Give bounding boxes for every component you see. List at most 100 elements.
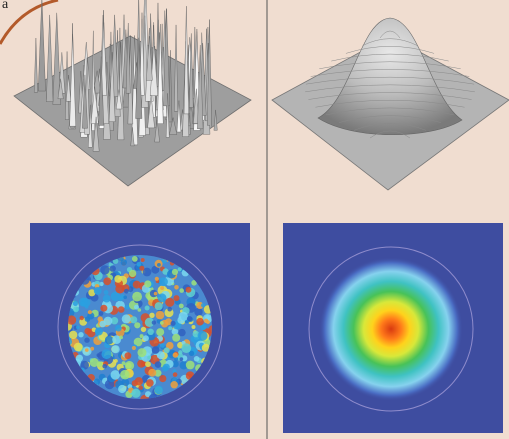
speckle-blob — [111, 345, 120, 354]
speckle-spike — [146, 36, 153, 81]
speckle-blob — [144, 305, 150, 311]
speckle-blob — [84, 304, 89, 309]
speckle-blob — [147, 355, 152, 360]
speckle-blob — [139, 334, 144, 339]
speckle-spike — [92, 116, 100, 152]
speckle-blob — [158, 277, 168, 287]
mesh-line — [308, 92, 472, 100]
speckle-blob — [179, 357, 184, 361]
speckle-blob — [177, 267, 182, 272]
speckle-spike — [125, 23, 131, 94]
speckle-spike — [183, 6, 189, 115]
speckle-blob — [179, 288, 184, 293]
speckle-blob — [156, 328, 165, 337]
speckle-blob — [123, 295, 127, 300]
speckle-blob — [136, 262, 142, 267]
speckle-blob — [100, 265, 110, 275]
speckle-blob — [110, 291, 121, 302]
speckle-blob — [110, 317, 119, 325]
speckle-blob — [201, 343, 210, 352]
speckle-blob — [89, 358, 99, 367]
speckle-blob — [121, 314, 131, 324]
speckle-blob — [178, 303, 184, 309]
gaussian-beam-surface-plot — [271, 17, 509, 191]
speckle-blob — [172, 369, 177, 374]
speckle-spike — [149, 42, 158, 96]
speckle-blob — [157, 293, 167, 303]
speckle-spike — [165, 93, 170, 138]
speckle-blob — [112, 335, 121, 344]
speckle-spike — [213, 109, 218, 131]
mesh-line — [369, 130, 411, 139]
speckle-blob — [144, 317, 155, 327]
gaussian-spot — [319, 257, 463, 401]
aperture-ring — [57, 244, 223, 410]
speckle-blob — [174, 285, 179, 290]
speckle-spike — [163, 8, 170, 107]
speckle-spike — [52, 12, 61, 105]
speckle-spike — [69, 34, 76, 127]
speckle-blob — [79, 315, 84, 321]
mesh-line — [310, 69, 470, 77]
mesh-line — [362, 38, 418, 46]
speckle-blob — [149, 289, 158, 298]
speckle-spike — [90, 86, 99, 124]
speckle-blob — [84, 316, 91, 322]
speckle-blob — [193, 356, 200, 362]
speckle-blob — [166, 341, 174, 350]
speckle-spike — [139, 12, 145, 96]
speckle-spike — [176, 100, 182, 133]
speckle-spike — [92, 70, 102, 94]
speckle-blob — [200, 324, 207, 331]
gaussian-hill-mesh — [305, 30, 475, 139]
speckle-blob — [84, 327, 91, 335]
speckle-blob — [93, 378, 101, 385]
speckle-blob — [118, 384, 127, 394]
speckle-blob — [93, 287, 102, 295]
speckle-blob — [154, 302, 163, 311]
speckle-blob — [118, 296, 123, 302]
speckle-blob — [133, 337, 143, 347]
speckle-blob — [90, 346, 95, 351]
speckle-blob — [134, 377, 143, 386]
speckle-blob — [165, 297, 175, 307]
speckle-blob — [97, 316, 103, 322]
speckle-spike — [130, 127, 135, 147]
speckle-blob — [151, 346, 160, 354]
speckle-spike — [154, 119, 160, 143]
speckle-blob — [173, 295, 180, 302]
speckle-spike — [65, 75, 72, 102]
speckle-blob — [170, 320, 176, 326]
speckle-blob — [155, 310, 165, 320]
speckle-spike — [46, 14, 54, 102]
speckle-blob — [188, 350, 195, 356]
mesh-line — [353, 123, 427, 131]
mesh-line — [338, 115, 442, 123]
speckle-blob — [160, 286, 165, 290]
speckle-blob — [103, 290, 109, 295]
panel-letter-label: a — [2, 0, 9, 12]
speckle-spike — [98, 56, 104, 126]
speckle-blob — [94, 327, 103, 336]
speckle-blob — [194, 307, 203, 317]
speckle-spike — [115, 89, 123, 110]
speckle-blob — [186, 316, 193, 322]
speckle-blob — [130, 316, 138, 324]
speckle-spike — [57, 78, 64, 99]
speckle-blob — [131, 256, 138, 262]
speckle-spike — [157, 24, 164, 124]
mesh-line — [315, 100, 465, 108]
speckle-blob — [171, 328, 179, 335]
speckle-blob — [160, 343, 165, 348]
speckle-blob — [170, 381, 178, 389]
speckle-blob — [109, 265, 116, 272]
speckle-blob — [134, 304, 139, 310]
speckle-blob — [142, 267, 152, 277]
speckled-beam-surface-plot — [13, 0, 252, 187]
speckle-blob — [115, 324, 122, 332]
speckle-spike — [174, 24, 179, 112]
speckle-blob — [140, 258, 145, 262]
speckle-spike — [100, 22, 107, 96]
speckle-blob — [124, 361, 135, 371]
speckle-blob — [156, 351, 165, 360]
